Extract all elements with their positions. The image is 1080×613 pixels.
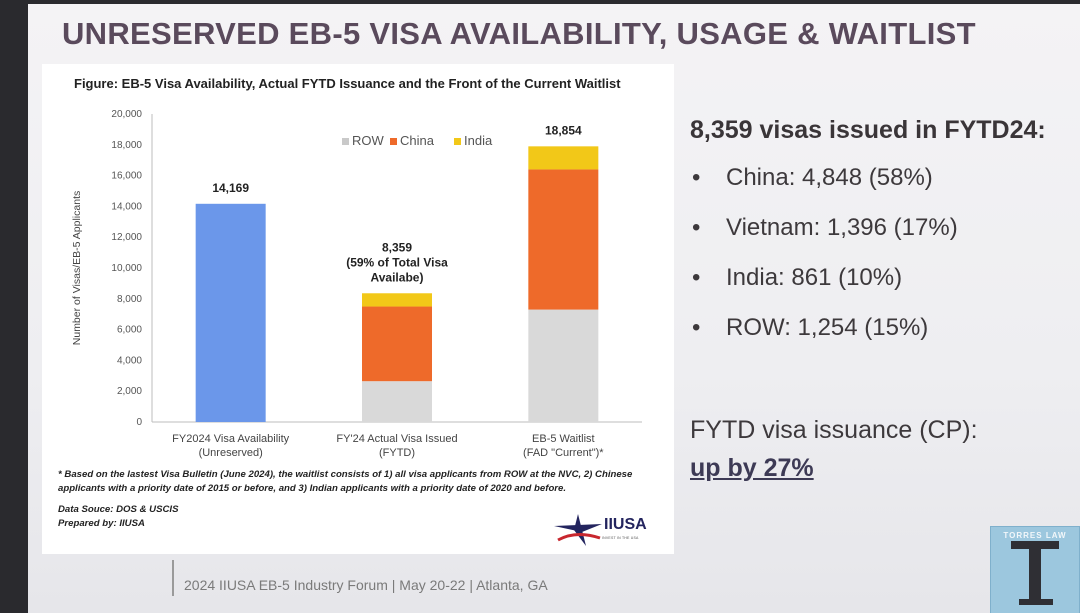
bullet-vietnam: • Vietnam: 1,396 (17%) — [692, 214, 958, 264]
y-tick-label: 2,000 — [117, 386, 142, 397]
bar-data-label: Availabe) — [371, 270, 424, 284]
bullet-row: • ROW: 1,254 (15%) — [692, 314, 958, 364]
bar-data-label: 14,169 — [212, 181, 249, 195]
y-tick-label: 12,000 — [111, 232, 142, 243]
slide-title: UNRESERVED EB-5 VISA AVAILABILITY, USAGE… — [62, 16, 976, 51]
summary-headline: 8,359 visas issued in FYTD24: — [690, 116, 1046, 144]
chart-panel: Figure: EB-5 Visa Availability, Actual F… — [42, 64, 674, 554]
bullet-text: Vietnam: 1,396 (17%) — [726, 214, 958, 241]
torres-law-logo: TORRES LAW — [990, 526, 1080, 613]
x-tick-label: (FAD "Current")* — [523, 447, 604, 459]
bar-segment-china — [528, 169, 599, 310]
figure-caption: Figure: EB-5 Visa Availability, Actual F… — [74, 76, 621, 91]
bar-data-label: (59% of Total Visa — [346, 255, 448, 269]
footer-divider — [172, 560, 174, 596]
x-tick-label: (FYTD) — [379, 447, 415, 459]
bar-segment-row — [362, 381, 432, 422]
x-tick-label: FY'24 Actual Visa Issued — [336, 433, 457, 445]
legend-swatch-china — [390, 138, 397, 145]
issuance-change: up by 27% — [690, 454, 814, 482]
y-tick-label: 14,000 — [111, 201, 142, 212]
bar-chart: 0 2,000 4,000 6,000 8,000 10,000 12,000 14,000 1… — [71, 109, 642, 459]
x-tick-label: (Unreserved) — [199, 447, 263, 459]
y-axis-label: Number of Visas/EB-5 Applicants — [71, 191, 83, 345]
prepared-by: Prepared by: IIUSA — [58, 518, 145, 529]
bullet-text: China: 4,848 (58%) — [726, 164, 933, 191]
bullet-dot-icon: • — [692, 164, 701, 191]
bullet-china: • China: 4,848 (58%) — [692, 164, 958, 214]
legend-swatch-india — [454, 138, 461, 145]
bar-data-label: 18,854 — [545, 123, 582, 137]
issuance-heading: FYTD visa issuance (CP): — [690, 416, 978, 444]
bar-segment-unreserved — [195, 203, 266, 422]
bullet-india: • India: 861 (10%) — [692, 264, 958, 314]
y-tick-label: 18,000 — [111, 140, 142, 151]
slide: UNRESERVED EB-5 VISA AVAILABILITY, USAGE… — [28, 4, 1080, 613]
legend-swatch-row — [342, 138, 349, 145]
iiusa-logo: IIUSA INVEST IN THE USA — [552, 512, 662, 548]
legend-label: ROW — [352, 133, 385, 148]
legend-label: China — [400, 133, 435, 148]
bar-segment-india — [362, 293, 432, 307]
torres-law-logo-text: TORRES LAW — [1003, 531, 1067, 540]
y-tick-label: 8,000 — [117, 294, 142, 305]
footer-text: 2024 IIUSA EB-5 Industry Forum | May 20-… — [184, 577, 548, 593]
bullet-text: India: 861 (10%) — [726, 264, 903, 291]
x-tick-label: FY2024 Visa Availability — [172, 433, 289, 445]
y-tick-label: 16,000 — [111, 171, 142, 182]
y-tick-label: 6,000 — [117, 325, 142, 336]
legend-label: India — [464, 133, 493, 148]
x-tick-label: EB-5 Waitlist — [532, 433, 595, 445]
iiusa-logo-tagline: INVEST IN THE USA — [602, 536, 639, 540]
bullet-text: ROW: 1,254 (15%) — [726, 314, 929, 341]
bar-data-label: 8,359 — [382, 240, 412, 254]
bar-segment-china — [362, 306, 432, 382]
bar-segment-row — [528, 309, 599, 422]
star-swoosh-icon — [554, 514, 602, 546]
bar-segment-india — [528, 146, 599, 170]
bullet-dot-icon: • — [692, 214, 701, 241]
y-tick-label: 10,000 — [111, 263, 142, 274]
y-tick-label: 4,000 — [117, 355, 142, 366]
bullet-dot-icon: • — [692, 264, 701, 291]
letter-t-icon — [1011, 541, 1059, 605]
bullet-dot-icon: • — [692, 314, 701, 341]
y-tick-label: 20,000 — [111, 109, 142, 120]
summary-bullets: • China: 4,848 (58%) • Vietnam: 1,396 (17%… — [692, 164, 958, 364]
chart-footnote: * Based on the lastest Visa Bulletin (Ju… — [58, 469, 633, 494]
y-tick-label: 0 — [136, 417, 142, 428]
data-source: Data Souce: DOS & USCIS — [58, 504, 179, 515]
iiusa-logo-text: IIUSA — [604, 516, 647, 533]
